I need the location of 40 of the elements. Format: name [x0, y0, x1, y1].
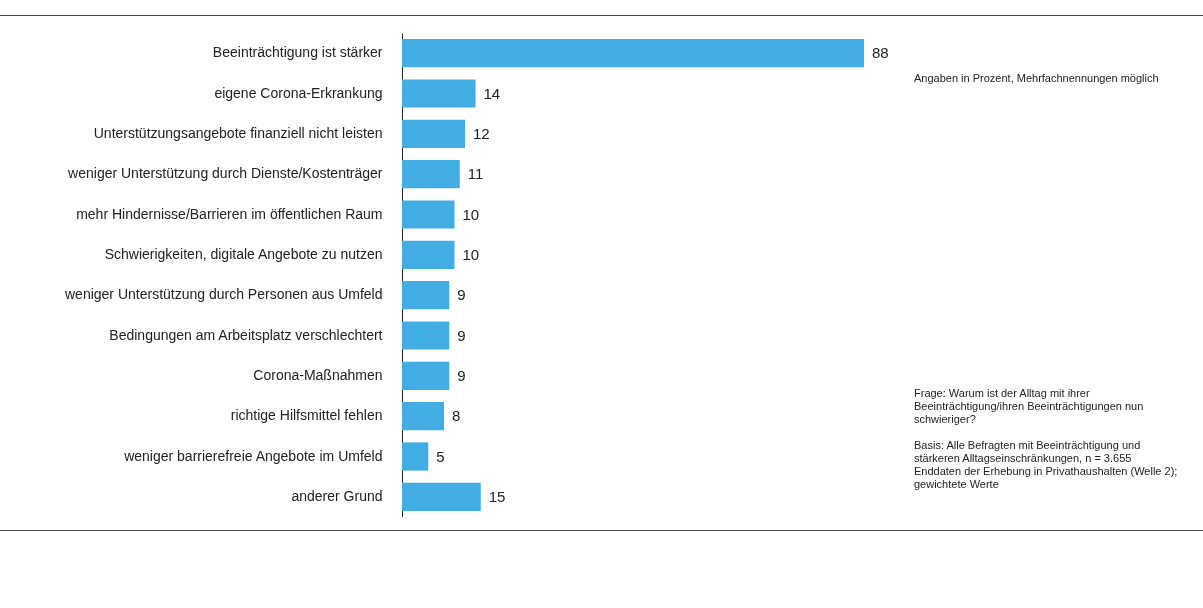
- y-tick-label: Bedingungen am Arbeitsplatz verschlechtert: [109, 326, 383, 343]
- data-label: 9: [457, 326, 466, 344]
- bar: [402, 482, 481, 511]
- y-tick-label: mehr Hindernisse/Barrieren im öffentlichen Raum: [76, 205, 383, 222]
- bar: [402, 160, 460, 189]
- y-tick-label: eigene Corona-Erkrankung: [214, 84, 383, 101]
- data-label: 10: [462, 205, 480, 223]
- data-label: 9: [457, 286, 466, 304]
- y-tick-label: Unterstützungsangebote finanziell nicht leisten: [93, 124, 383, 141]
- data-label: 14: [483, 84, 501, 102]
- y-tick-label: weniger barrierefreie Angebote im Umfeld: [123, 447, 383, 464]
- y-tick-label: Beeinträchtigung ist stärker: [212, 44, 383, 61]
- bar: [402, 281, 450, 310]
- y-tick-label: weniger Unterstützung durch Personen aus Umfeld: [63, 286, 383, 303]
- y-tick-label: richtige Hilfsmittel fehlen: [230, 407, 383, 424]
- data-label: 15: [488, 487, 506, 505]
- y-tick-label: Corona-Maßnahmen: [253, 366, 383, 383]
- bar: [402, 402, 444, 431]
- y-tick-label: weniger Unterstützung durch Dienste/Kostenträger: [67, 165, 383, 182]
- bar: [402, 442, 429, 471]
- data-label: 10: [462, 245, 480, 263]
- data-label: 5: [436, 447, 445, 465]
- bar: [402, 79, 476, 108]
- text: Angaben in Prozent, Mehrfachnennungen möglich: [914, 72, 1160, 85]
- bar: [402, 200, 455, 229]
- bar: [402, 240, 455, 269]
- y-tick-label: anderer Grund: [291, 487, 383, 504]
- bar: [402, 39, 864, 68]
- data-label: 9: [457, 366, 466, 384]
- bar: [402, 361, 450, 390]
- bar: [402, 119, 465, 148]
- text: Basis: Alle Befragten mit Beeinträchtigung und stärkeren Alltagseinschränkungen, n = 3.655: [914, 439, 1142, 465]
- y-tick-label: Schwierigkeiten, digitale Angebote zu nutzen: [104, 245, 383, 262]
- bar: [402, 321, 450, 350]
- data-label: 88: [872, 44, 889, 62]
- text: Enddaten der Erhebung in Privathaushalten (Welle 2); gewichtete Werte: [914, 465, 1179, 491]
- data-label: 12: [473, 124, 490, 142]
- data-label: 11: [467, 165, 484, 183]
- data-label: 8: [452, 407, 461, 425]
- text: Frage: Warum ist der Alltag mit ihrer Beeinträchtigung/ihren Beeinträchtigungen nun schwieriger?: [914, 387, 1145, 426]
